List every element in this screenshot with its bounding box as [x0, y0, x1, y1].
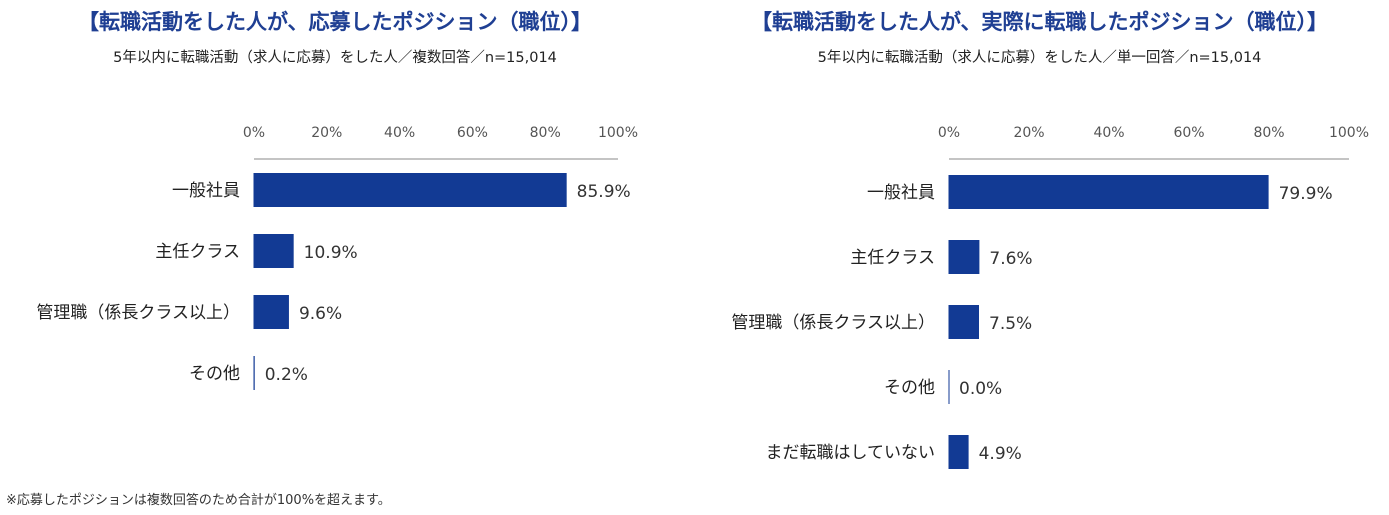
- category-label: その他: [189, 364, 240, 384]
- chart-panel-applied: 【転職活動をした人が、応募したポジション（職位）】 5年以内に転職活動（求人に応…: [0, 0, 670, 490]
- category-label: 一般社員: [172, 181, 240, 201]
- chart-panel-actual: 【転職活動をした人が、実際に転職したポジション（職位）】 5年以内に転職活動（求…: [690, 0, 1389, 490]
- data-label: 85.9%: [577, 182, 631, 202]
- tick-label: 0%: [938, 125, 960, 141]
- tick-label: 40%: [384, 125, 415, 141]
- chart-subtitle: 5年以内に転職活動（求人に応募）をした人／単一回答／n=15,014: [817, 50, 1262, 66]
- tick-label: 60%: [457, 125, 488, 141]
- category-label: その他: [884, 378, 935, 398]
- chart-title: 【転職活動をした人が、応募したポジション（職位）】: [77, 10, 593, 34]
- tick-label: 20%: [311, 125, 342, 141]
- tick-label: 80%: [1253, 125, 1284, 141]
- tick-label: 40%: [1093, 125, 1124, 141]
- chart-title: 【転職活動をした人が、実際に転職したポジション（職位）】: [750, 10, 1329, 34]
- tick-label: 60%: [1173, 125, 1204, 141]
- footnote: ※応募したポジションは複数回答のため合計が100%を超えます。: [6, 493, 391, 508]
- category-label: 一般社員: [867, 183, 935, 203]
- data-label: 0.2%: [265, 365, 308, 385]
- bar-chart-applied: 0% 20% 40% 60% 80% 100% 一般社員 85.9% 主任クラス 10.9% 管理職…: [36, 125, 638, 390]
- category-label: 管理職（係長クラス以上）: [36, 303, 240, 323]
- tick-label: 100%: [1329, 125, 1369, 141]
- category-label: 主任クラス: [850, 248, 935, 268]
- data-label: 7.5%: [989, 314, 1032, 334]
- bar: [254, 356, 255, 390]
- category-label: まだ転職はしていない: [766, 443, 936, 463]
- category-label: 主任クラス: [155, 242, 240, 262]
- bar: [949, 305, 979, 339]
- data-label: 79.9%: [1279, 184, 1333, 204]
- data-label: 9.6%: [299, 304, 342, 324]
- bar-chart-actual: 0% 20% 40% 60% 80% 100% 一般社員 79.9% 主任クラス 7.6% 管理職（…: [731, 125, 1369, 469]
- chart-subtitle: 5年以内に転職活動（求人に応募）をした人／複数回答／n=15,014: [113, 50, 557, 66]
- data-label: 10.9%: [304, 243, 358, 263]
- category-label: 管理職（係長クラス以上）: [731, 313, 935, 333]
- tick-label: 0%: [243, 125, 265, 141]
- data-label: 7.6%: [989, 249, 1032, 269]
- data-label: 0.0%: [959, 379, 1002, 399]
- bar: [254, 234, 294, 268]
- tick-label: 100%: [598, 125, 638, 141]
- bar: [949, 240, 980, 274]
- bar: [949, 435, 969, 469]
- bar: [949, 175, 1269, 209]
- bar: [254, 173, 567, 207]
- bar: [254, 295, 289, 329]
- data-label: 4.9%: [979, 444, 1022, 464]
- tick-label: 80%: [530, 125, 561, 141]
- tick-label: 20%: [1013, 125, 1044, 141]
